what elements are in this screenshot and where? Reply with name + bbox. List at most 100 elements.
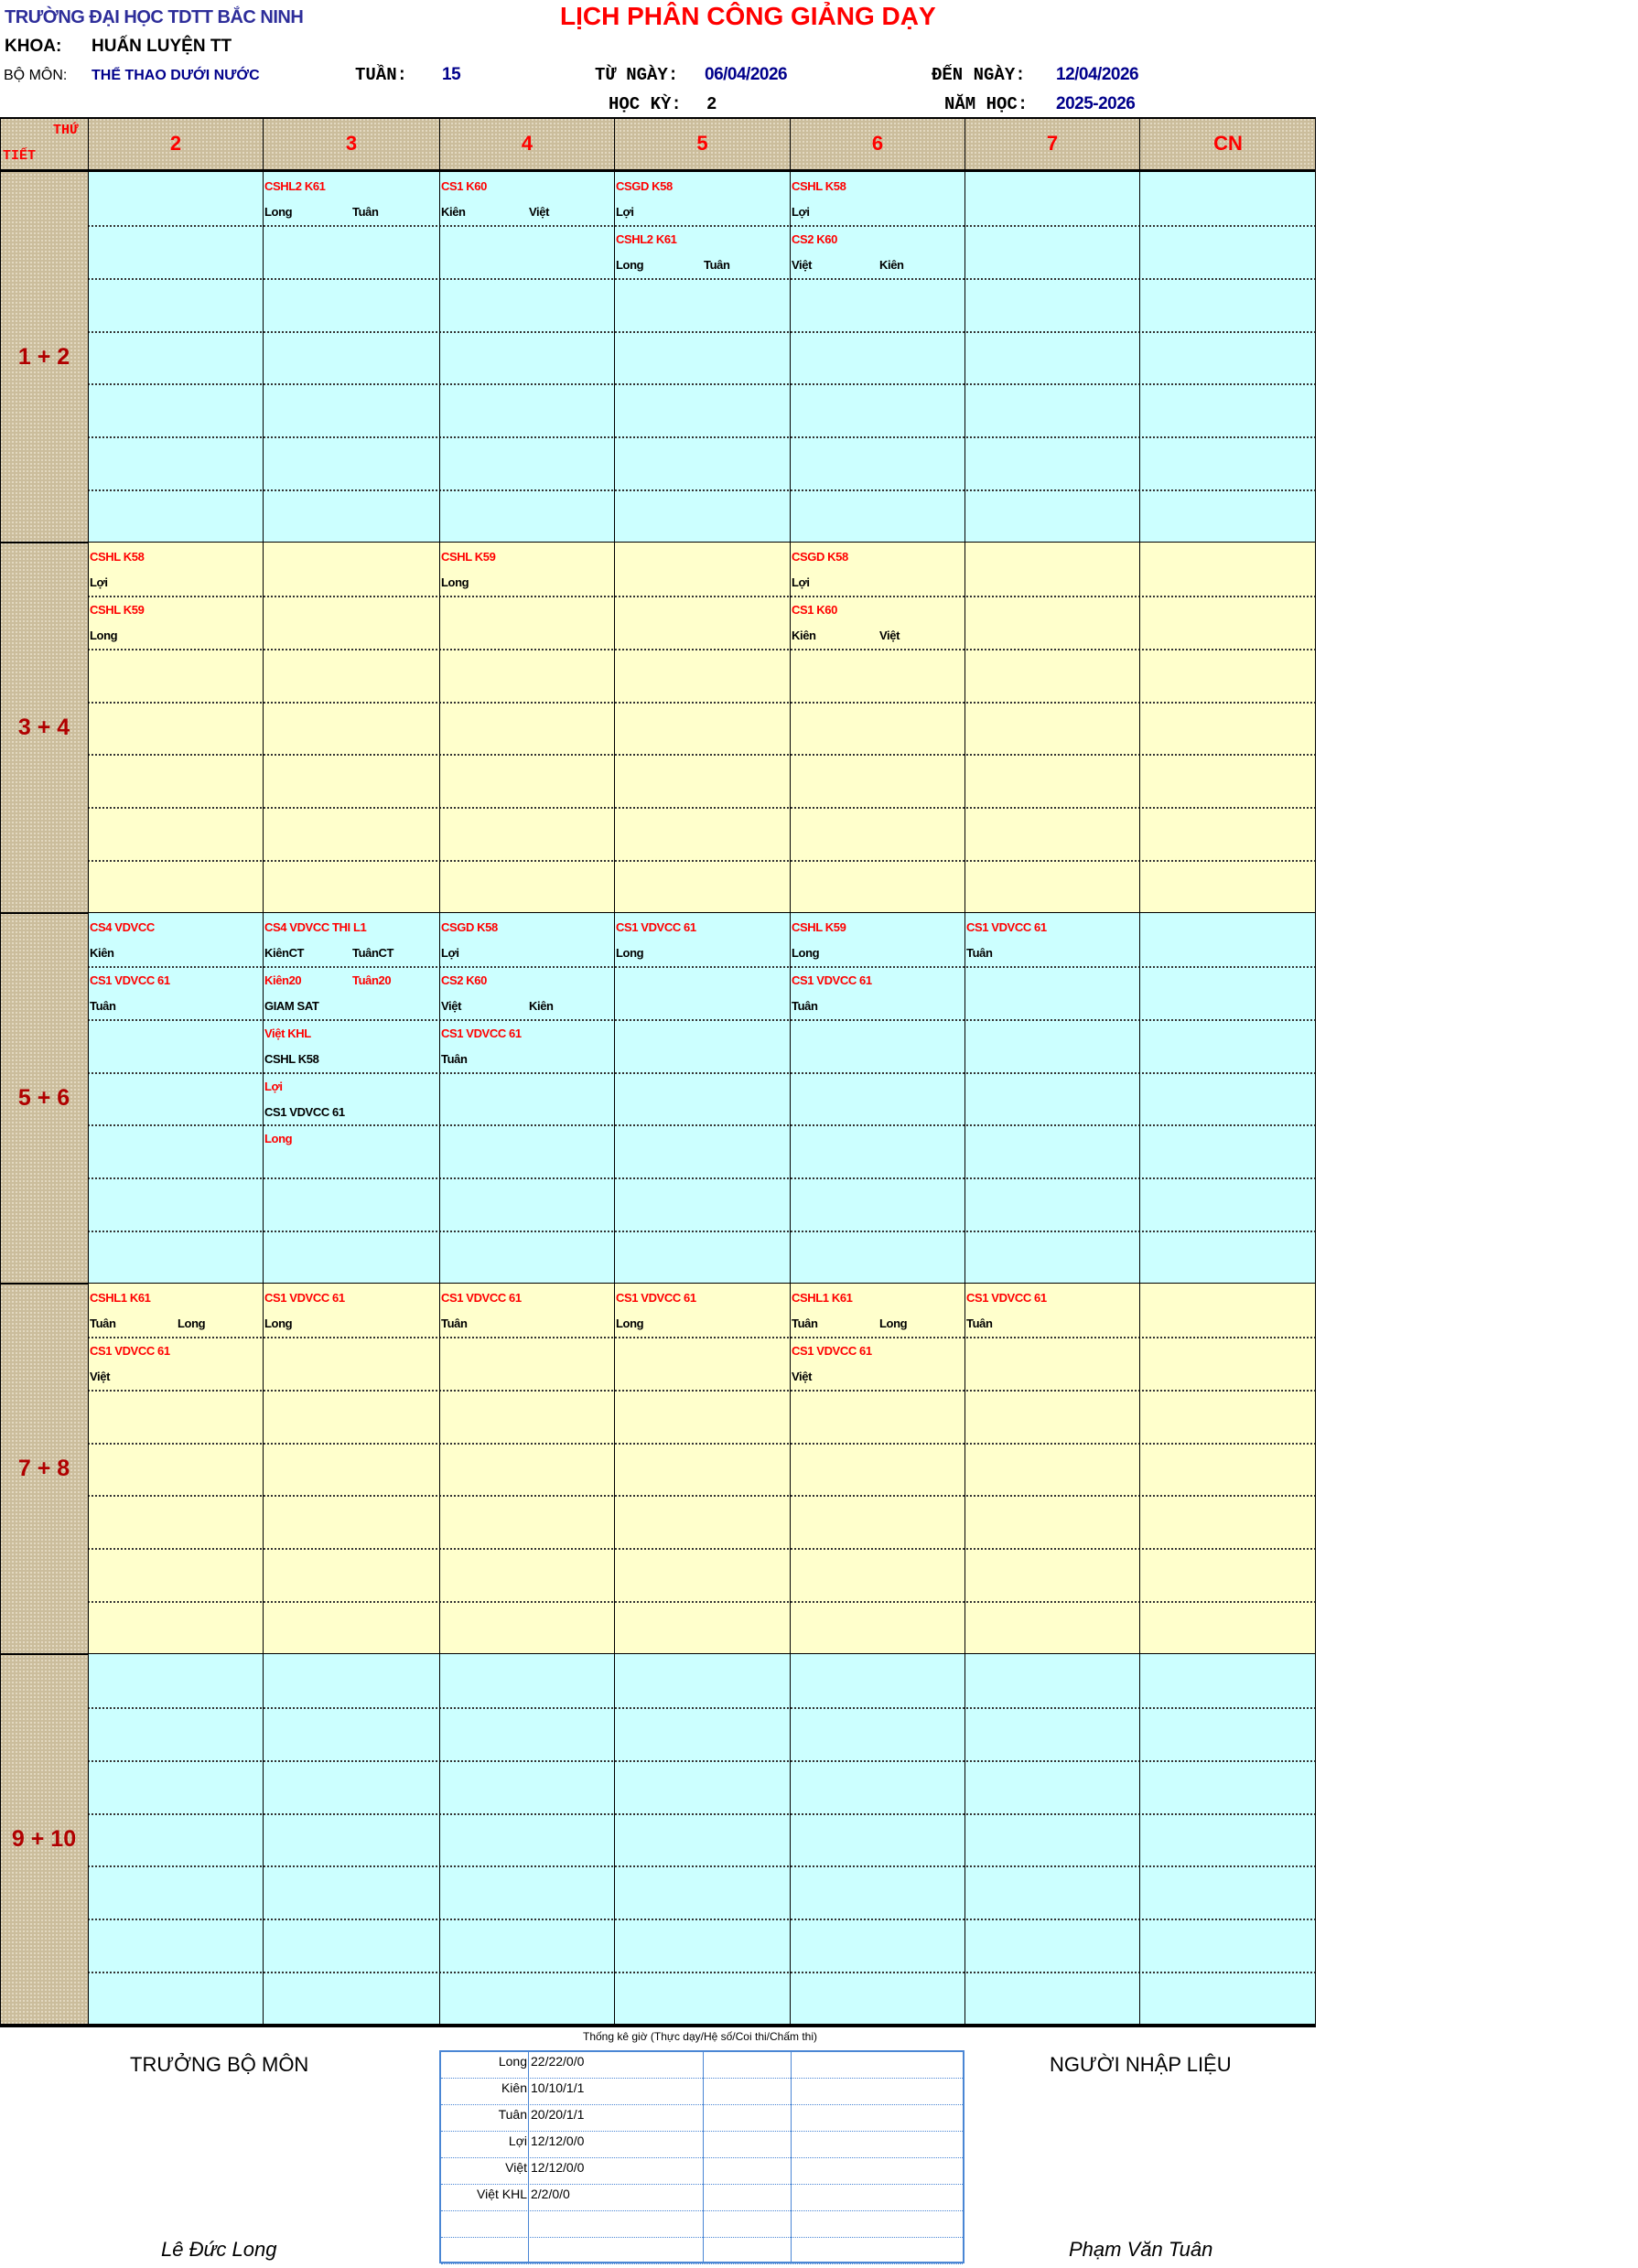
lecturer-name[interactable]: Long [441, 575, 469, 589]
lecturer-name[interactable]: KiênCT [264, 946, 305, 960]
lecturer-name[interactable]: Việt [529, 205, 550, 219]
lecturer-name[interactable]: Long [264, 1317, 293, 1330]
lecturer-name[interactable]: Kiên [879, 258, 904, 272]
lecturer-name[interactable]: Tuân [792, 999, 818, 1013]
lecturer-name[interactable]: CS1 VDVCC 61 [264, 1105, 345, 1119]
lecturer-name[interactable]: Việt [441, 999, 462, 1013]
lecturer-name[interactable]: Kiên [441, 205, 466, 219]
department-label: BỘ MÔN: [4, 68, 68, 83]
class-code[interactable]: CS1 VDVCC 61 [616, 920, 696, 934]
column-line [88, 118, 89, 2025]
class-code[interactable]: CSGD K58 [616, 179, 673, 193]
lecturer-name[interactable]: Tuân [90, 1317, 116, 1330]
class-code[interactable]: CS1 K60 [792, 603, 837, 617]
class-code[interactable]: CS1 VDVCC 61 [441, 1291, 522, 1305]
lecturer-name[interactable]: Long [616, 1317, 644, 1330]
column-line [1315, 118, 1316, 2025]
day-header-3[interactable]: 3 [263, 118, 439, 169]
lecturer-name[interactable]: TuânCT [352, 946, 394, 960]
class-code[interactable]: CS1 VDVCC 61 [966, 1291, 1047, 1305]
slot-divider [88, 1390, 1316, 1392]
lecturer-name[interactable]: Tuân [441, 1052, 468, 1066]
day-header-6[interactable]: 6 [790, 118, 964, 169]
lecturer-name[interactable]: Kiên [792, 629, 816, 642]
class-code[interactable]: CS1 VDVCC 61 [90, 973, 170, 987]
day-header-7[interactable]: 7 [964, 118, 1139, 169]
lecturer-name[interactable]: GIAM SAT [264, 999, 319, 1013]
data-entry-title: NGƯỜI NHẬP LIỆU [1050, 2053, 1232, 2076]
day-header-5[interactable]: 5 [614, 118, 790, 169]
lecturer-name[interactable]: Tuân [90, 999, 116, 1013]
lecturer-name[interactable]: Long [616, 258, 644, 272]
class-code[interactable]: CSHL K59 [90, 603, 145, 617]
lecturer-name[interactable]: Kiên [90, 946, 114, 960]
class-code[interactable]: CS2 K60 [441, 973, 487, 987]
class-code[interactable]: CS1 VDVCC 61 [792, 1344, 872, 1358]
class-code[interactable]: CS2 K60 [792, 232, 837, 246]
lecturer-name[interactable]: Long [90, 629, 118, 642]
class-code[interactable]: Tuân20 [352, 973, 392, 987]
lecturer-name[interactable]: Long [264, 205, 293, 219]
lecturer-name[interactable]: Tuân [792, 1317, 818, 1330]
stats-row: Lợi 12/12/0/0 [441, 2132, 963, 2158]
lecturer-name[interactable]: Long [879, 1317, 908, 1330]
lecturer-name[interactable]: Việt [792, 258, 813, 272]
day-header-CN[interactable]: CN [1139, 118, 1316, 169]
lecturer-name[interactable]: Việt [879, 629, 900, 642]
lecturer-name[interactable]: Kiên [529, 999, 554, 1013]
stats-value: 22/22/0/0 [531, 2054, 585, 2069]
day-header-2[interactable]: 2 [88, 118, 263, 169]
slot-divider [88, 489, 1316, 491]
lecturer-name[interactable]: Lợi [792, 205, 810, 219]
class-code[interactable]: Việt KHL [264, 1027, 311, 1040]
slot-divider [88, 1231, 1316, 1232]
class-code[interactable]: CSHL K58 [792, 179, 846, 193]
from-date-value: 06/04/2026 [705, 65, 788, 84]
class-code[interactable]: CS1 VDVCC 61 [441, 1027, 522, 1040]
lecturer-name[interactable]: Lợi [441, 946, 459, 960]
lecturer-name[interactable]: Tuân [966, 946, 993, 960]
class-code[interactable]: CS1 VDVCC 61 [966, 920, 1047, 934]
class-code[interactable]: CSHL2 K61 [616, 232, 677, 246]
slot-divider [88, 1495, 1316, 1497]
lecturer-name[interactable]: Long [616, 946, 644, 960]
department-head-name: Lê Đức Long [161, 2238, 277, 2261]
column-line [263, 118, 264, 2025]
class-code[interactable]: CSGD K58 [792, 550, 848, 564]
lecturer-name[interactable]: Lợi [792, 575, 810, 589]
class-code[interactable]: CS1 VDVCC 61 [792, 973, 872, 987]
lecturer-name[interactable]: CSHL K58 [264, 1052, 319, 1066]
period-label: 3 + 4 [17, 715, 70, 740]
class-code[interactable]: CSGD K58 [441, 920, 498, 934]
lecturer-name[interactable]: Việt [90, 1370, 111, 1383]
lecturer-name[interactable]: Long [178, 1317, 206, 1330]
period-block [88, 1284, 1316, 1654]
class-code[interactable]: CSHL K59 [792, 920, 846, 934]
lecturer-name[interactable]: Tuân [966, 1317, 993, 1330]
lecturer-name[interactable]: Việt [792, 1370, 813, 1383]
class-code[interactable]: CS1 VDVCC 61 [264, 1291, 345, 1305]
lecturer-name[interactable]: Tuân [704, 258, 730, 272]
class-code[interactable]: CS1 K60 [441, 179, 487, 193]
class-code[interactable]: Kiên20 [264, 973, 302, 987]
lecturer-name[interactable]: Lợi [90, 575, 108, 589]
class-code[interactable]: CSHL1 K61 [792, 1291, 853, 1305]
class-code[interactable]: CSHL1 K61 [90, 1291, 151, 1305]
class-code[interactable]: CSHL K58 [90, 550, 145, 564]
class-code[interactable]: CS4 VDVCC THI L1 [264, 920, 367, 934]
class-code[interactable]: CS1 VDVCC 61 [90, 1344, 170, 1358]
class-code[interactable]: CS1 VDVCC 61 [616, 1291, 696, 1305]
header-row [0, 118, 1316, 169]
class-code[interactable]: CSHL K59 [441, 550, 496, 564]
day-header-4[interactable]: 4 [439, 118, 614, 169]
class-code[interactable]: CS4 VDVCC [90, 920, 155, 934]
lecturer-name[interactable]: Tuân [441, 1317, 468, 1330]
slot-divider [88, 331, 1316, 333]
class-code[interactable]: Long [264, 1132, 293, 1145]
class-code[interactable]: CSHL2 K61 [264, 179, 326, 193]
lecturer-name[interactable]: Tuân [352, 205, 379, 219]
slot-divider [88, 278, 1316, 280]
class-code[interactable]: Lợi [264, 1080, 283, 1093]
lecturer-name[interactable]: Long [792, 946, 820, 960]
lecturer-name[interactable]: Lợi [616, 205, 634, 219]
